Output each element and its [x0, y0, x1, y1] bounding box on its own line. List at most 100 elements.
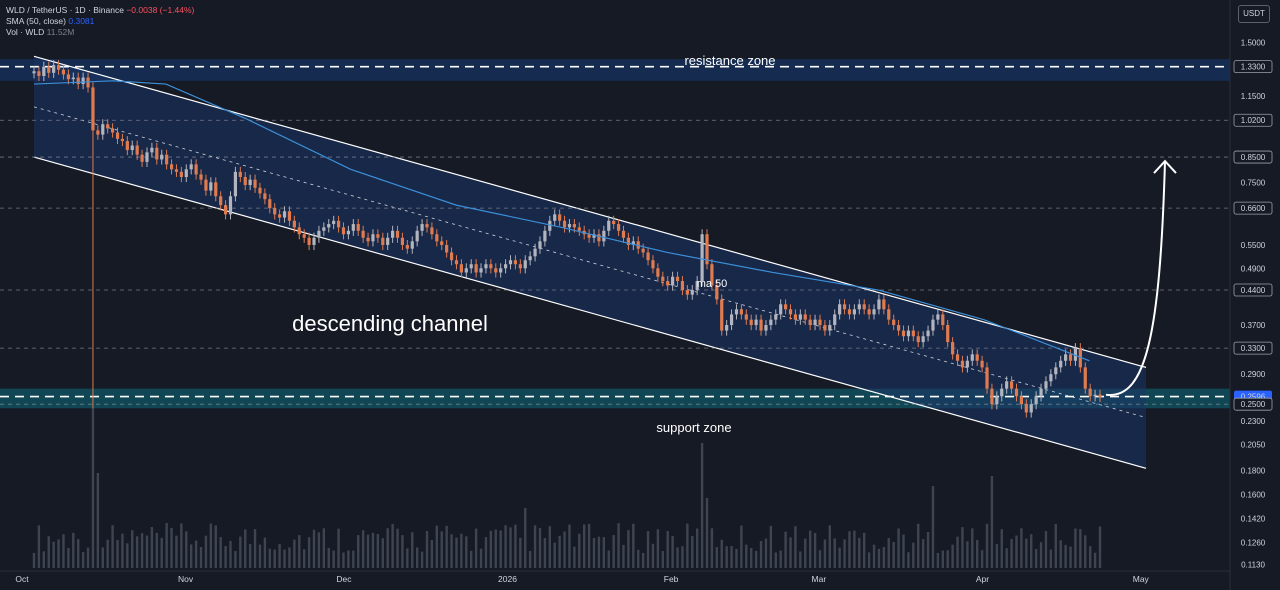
volume-bar-75: [401, 535, 404, 568]
volume-bar-119: [617, 523, 620, 568]
volume-bar-135: [695, 528, 699, 568]
candle-body-175: [892, 319, 896, 326]
volume-bar-96: [504, 525, 507, 568]
resistance-zone: [0, 59, 1230, 81]
volume-bar-180: [917, 523, 920, 568]
volume-bar-44: [248, 543, 252, 568]
candle-body-215: [1088, 388, 1092, 397]
volume-bar-201: [1020, 528, 1023, 568]
candle-body-156: [798, 314, 802, 320]
volume-bar-128: [661, 551, 664, 568]
candle-body-119: [616, 224, 621, 231]
volume-bar-29: [175, 535, 178, 568]
volume-bar-149: [764, 538, 768, 568]
volume-bar-185: [941, 550, 945, 568]
volume-bar-214: [1084, 535, 1087, 568]
candle-body-172: [877, 299, 881, 310]
volume-bar-10: [81, 552, 85, 568]
candle-body-111: [577, 227, 581, 231]
chart-legend: WLD / TetherUS · 1D · Binance −0.0038 (−…: [6, 5, 194, 38]
volume-bar-148: [759, 541, 763, 568]
volume-bar-108: [563, 531, 566, 568]
time-axis[interactable]: Oct Nov Dec 2026 Feb Mar Apr May: [0, 570, 1230, 584]
candle-body-198: [1005, 381, 1009, 389]
candle-body-14: [101, 124, 105, 135]
volume-bar-121: [627, 530, 630, 568]
candle-body-87: [459, 264, 463, 273]
candle-body-82: [435, 234, 439, 242]
candle-body-146: [749, 319, 753, 326]
sma-label[interactable]: SMA (50, close): [6, 16, 66, 26]
volume-bar-209: [1059, 540, 1062, 568]
candle-body-125: [646, 252, 650, 261]
volume-bar-107: [558, 535, 561, 568]
volume-bar-54: [298, 535, 301, 568]
candle-body-169: [862, 304, 866, 310]
price-axis[interactable]: 1.70001.50001.33001.15001.02000.85000.75…: [1229, 0, 1273, 590]
candle-body-192: [975, 354, 979, 361]
candle-body-128: [661, 276, 665, 282]
volume-bar-106: [553, 542, 556, 568]
volume-bar-123: [637, 549, 640, 568]
volume-bar-28: [170, 527, 173, 568]
candle-body-199: [1009, 381, 1014, 389]
volume-bar-62: [337, 528, 340, 568]
candle-body-153: [784, 304, 788, 310]
price-tick-label-11: 0.3700: [1241, 321, 1266, 330]
volume-bar-202: [1025, 538, 1028, 568]
volume-bar-140: [720, 539, 723, 568]
candle-body-56: [307, 237, 311, 245]
volume-bar-105: [548, 526, 552, 568]
candle-body-201: [1019, 396, 1024, 405]
candle-body-217: [1098, 394, 1102, 398]
volume-bar-50: [278, 543, 281, 568]
volume-bar-32: [189, 544, 193, 568]
volume-bar-73: [391, 523, 394, 568]
sma-50-line: [33, 80, 1090, 362]
candle-body-134: [690, 290, 694, 295]
volume-bar-61: [332, 550, 335, 568]
volume-bar-68: [366, 534, 370, 568]
candle-body-106: [553, 214, 557, 221]
candle-body-188: [955, 354, 960, 361]
candle-body-190: [965, 360, 969, 368]
candle-body-27: [165, 154, 169, 165]
candle-body-17: [115, 132, 120, 139]
volume-bar-165: [843, 539, 846, 568]
volume-bar-12: [91, 408, 95, 568]
volume-bar-8: [72, 532, 75, 568]
candle-body-53: [292, 220, 296, 228]
price-tick-label-16: 0.2300: [1241, 417, 1266, 426]
candle-body-122: [631, 241, 635, 245]
price-tick-label-8: 0.5500: [1241, 241, 1266, 250]
volume-bar-203: [1030, 534, 1033, 568]
candle-body-200: [1014, 388, 1019, 397]
candle-body-96: [503, 264, 508, 269]
candle-body-110: [572, 224, 576, 228]
volume-bar-7: [67, 548, 70, 568]
candle-body-151: [774, 314, 778, 320]
candle-body-77: [410, 241, 414, 249]
currency-button[interactable]: USDT: [1238, 5, 1270, 23]
channel-upper-line: [33, 55, 1147, 368]
volume-bar-137: [705, 498, 709, 568]
candle-body-59: [322, 227, 326, 231]
volume-bar-156: [799, 551, 802, 568]
volume-bar-51: [283, 549, 286, 568]
candle-body-98: [513, 260, 518, 265]
volume-label[interactable]: Vol · WLD: [6, 27, 45, 37]
candle-body-109: [567, 224, 572, 228]
candle-body-55: [302, 234, 306, 238]
symbol-title[interactable]: WLD / TetherUS · 1D · Binance: [6, 5, 124, 15]
volume-bar-147: [754, 550, 758, 568]
price-tick-label-22: 0.1130: [1241, 561, 1265, 570]
price-tick-label-1: 1.5000: [1241, 38, 1266, 47]
volume-bar-1: [37, 525, 41, 568]
price-tick-label-20: 0.1420: [1241, 514, 1266, 523]
volume-bar-104: [543, 538, 547, 568]
candle-body-131: [675, 276, 680, 282]
level-box-7: [1233, 201, 1273, 215]
candle-body-18: [120, 138, 125, 142]
candle-body-100: [523, 260, 527, 269]
